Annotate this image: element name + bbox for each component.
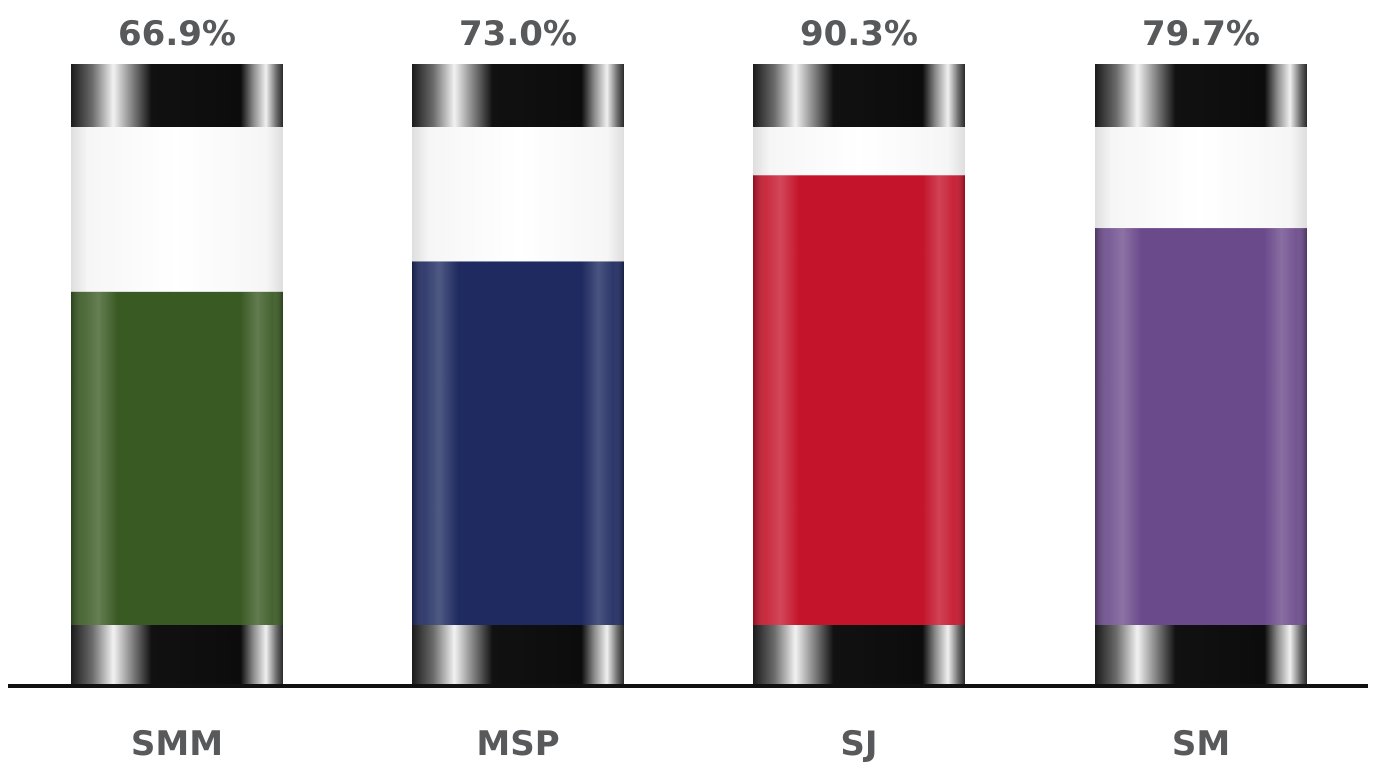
value-label-sm: 79.7%: [1142, 14, 1260, 54]
bar-group-sj: 90.3% SJ: [753, 14, 965, 762]
cap-bottom-sj: [753, 625, 965, 686]
category-label-smm: SMM: [131, 724, 223, 762]
cap-top-sj: [753, 64, 965, 127]
cap-top-msp: [412, 64, 624, 127]
category-label-msp: MSP: [476, 724, 559, 762]
value-label-msp: 73.0%: [459, 14, 577, 54]
category-label-sm: SM: [1172, 724, 1230, 762]
bar-sheen-sm: [1095, 228, 1307, 625]
cap-bottom-msp: [412, 625, 624, 686]
bar-sheen-smm: [71, 291, 283, 625]
bar-group-sm: 79.7% SM: [1095, 14, 1307, 762]
cap-top-sm: [1095, 64, 1307, 127]
value-label-smm: 66.9%: [118, 14, 236, 54]
cap-bottom-smm: [71, 625, 283, 686]
bar-sheen-sj: [753, 175, 965, 625]
category-label-sj: SJ: [840, 724, 877, 762]
bar-group-msp: 73.0% MSP: [412, 14, 624, 762]
value-label-sj: 90.3%: [800, 14, 918, 54]
cap-top-smm: [71, 64, 283, 127]
cap-bottom-sm: [1095, 625, 1307, 686]
bar-group-smm: 66.9% SMM: [71, 14, 283, 762]
bar-sheen-msp: [412, 261, 624, 625]
